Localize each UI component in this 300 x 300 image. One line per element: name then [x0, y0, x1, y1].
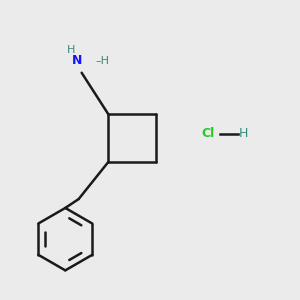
Text: N: N [72, 54, 83, 67]
Text: Cl: Cl [201, 127, 214, 140]
Text: –H: –H [95, 56, 109, 66]
Text: H: H [239, 127, 248, 140]
Text: H: H [67, 45, 75, 56]
